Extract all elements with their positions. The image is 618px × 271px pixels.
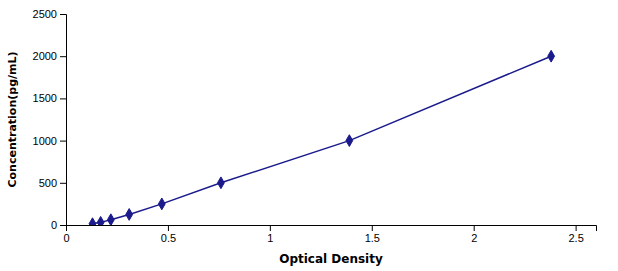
x-tick-label: 2.5 — [568, 232, 583, 244]
y-tick-mark — [60, 14, 66, 15]
y-tick-label: 500 — [39, 177, 57, 189]
marker — [548, 50, 555, 62]
y-tick-label: 0 — [51, 219, 57, 231]
y-tick-mark — [60, 56, 66, 57]
marker — [158, 198, 165, 210]
x-tick-label: 2 — [471, 232, 477, 244]
plot-area: 0 0.5 1 1.5 2 2.5 0 500 1000 1500 2000 2500 — [33, 8, 597, 244]
marker — [107, 214, 114, 225]
y-tick-label: 2000 — [33, 50, 57, 62]
y-tick: 1500 — [33, 92, 66, 104]
chart: 0 0.5 1 1.5 2 2.5 0 500 1000 1500 2000 2500 Optical … — [0, 0, 618, 271]
y-tick-mark — [60, 225, 66, 226]
marker — [346, 135, 353, 147]
y-tick-label: 2500 — [33, 8, 57, 20]
y-tick-label: 1000 — [33, 135, 57, 147]
x-axis-line — [67, 226, 597, 232]
y-tick: 2000 — [33, 50, 66, 62]
x-tick-mark — [576, 225, 577, 231]
x-tick-mark — [168, 225, 169, 231]
y-tick-mark — [60, 98, 66, 99]
x-tick-label: 0.5 — [161, 232, 176, 244]
y-tick: 1000 — [33, 135, 66, 147]
y-tick-mark — [60, 141, 66, 142]
marker — [97, 216, 104, 225]
y-tick-mark — [60, 183, 66, 184]
x-axis: 0 0.5 1 1.5 2 2.5 — [63, 225, 596, 244]
chart-container: 0 0.5 1 1.5 2 2.5 0 500 1000 1500 2000 2500 Optical … — [0, 0, 618, 271]
marker — [218, 177, 225, 189]
x-tick-mark — [270, 225, 271, 231]
x-tick: 0.5 — [161, 225, 176, 244]
y-tick: 0 — [51, 219, 66, 231]
x-axis-title: Optical Density — [279, 252, 383, 266]
y-axis: 0 500 1000 1500 2000 2500 — [33, 8, 67, 231]
x-tick: 1 — [267, 225, 273, 244]
x-tick: 0 — [63, 225, 69, 244]
x-tick-label: 1 — [267, 232, 273, 244]
series — [89, 50, 554, 225]
y-tick-label: 1500 — [33, 92, 57, 104]
marker — [126, 209, 133, 221]
x-tick-label: 0 — [63, 232, 69, 244]
y-axis-title: Concentration(pg/mL) — [6, 51, 19, 187]
marker — [89, 218, 96, 225]
x-tick-mark — [474, 225, 475, 231]
x-tick-mark — [372, 225, 373, 231]
y-tick: 2500 — [33, 8, 66, 20]
x-tick: 1.5 — [365, 225, 380, 244]
line — [93, 56, 552, 223]
y-tick: 500 — [39, 177, 66, 189]
x-tick: 2 — [471, 225, 477, 244]
y-axis-line — [60, 15, 67, 226]
x-tick-label: 1.5 — [365, 232, 380, 244]
x-tick: 2.5 — [568, 225, 583, 244]
